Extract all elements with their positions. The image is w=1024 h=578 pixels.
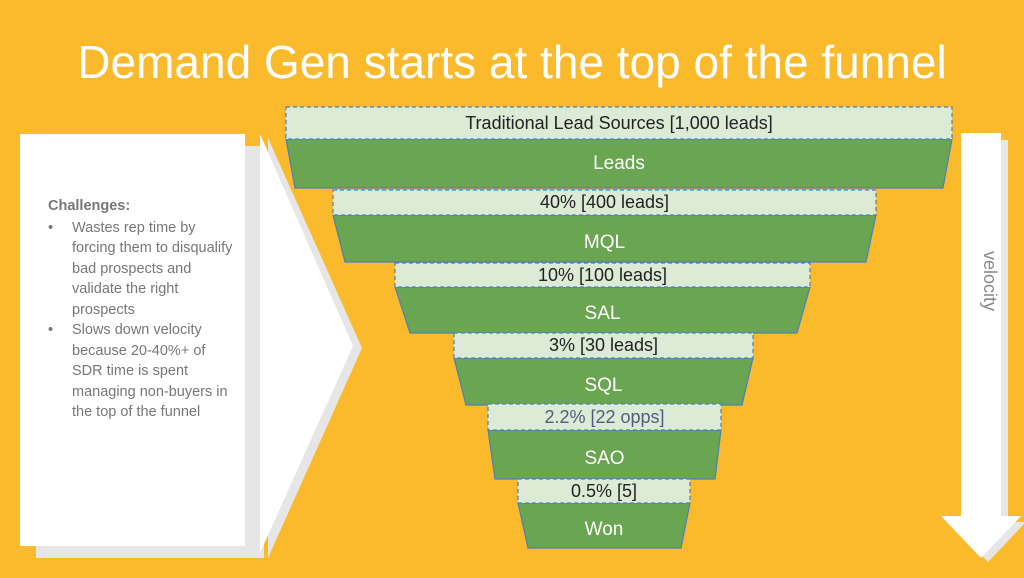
funnel-lead-label: 2.2% [22 opps]	[544, 407, 665, 427]
funnel-stage-label: Won	[584, 519, 624, 540]
funnel-stage-label: MQL	[583, 232, 626, 253]
challenge-item: Slows down velocity because 20-40%+ of S…	[48, 320, 238, 423]
funnel-stage-label: Leads	[593, 153, 645, 174]
slide-title: Demand Gen starts at the top of the funn…	[77, 36, 947, 88]
funnel-stage-label: SQL	[584, 375, 623, 396]
chevron-right-icon	[260, 134, 362, 558]
funnel-lead-label: 3% [30 leads]	[548, 335, 659, 355]
funnel-band-4	[487, 403, 722, 431]
challenge-item: Wastes rep time by forcing them to disqu…	[48, 218, 238, 321]
funnel-lead-label: 0.5% [5]	[570, 481, 638, 501]
funnel-band-3	[453, 332, 754, 359]
funnel-band-5	[517, 478, 691, 504]
funnel-band-1	[332, 189, 877, 216]
funnel-band-0	[285, 106, 953, 140]
funnel-stage-label: SAO	[584, 448, 625, 469]
funnel	[285, 106, 953, 549]
funnel-band-2	[394, 262, 811, 288]
funnel-stage-label: SAL	[584, 303, 621, 324]
chevron-face	[260, 134, 353, 553]
down-arrow-icon	[941, 133, 1024, 562]
funnel-lead-label: 40% [400 leads]	[539, 192, 670, 212]
funnel-lead-label: Traditional Lead Sources [1,000 leads]	[465, 113, 773, 133]
challenges-heading: Challenges:	[48, 198, 131, 214]
down-arrow-face	[941, 133, 1021, 558]
challenges-list: Wastes rep time by forcing them to disqu…	[48, 218, 238, 423]
velocity-label: velocity	[980, 250, 1000, 312]
funnel-lead-label: 10% [100 leads]	[537, 265, 668, 285]
challenges-box: Challenges: Wastes rep time by forcing t…	[48, 196, 238, 423]
